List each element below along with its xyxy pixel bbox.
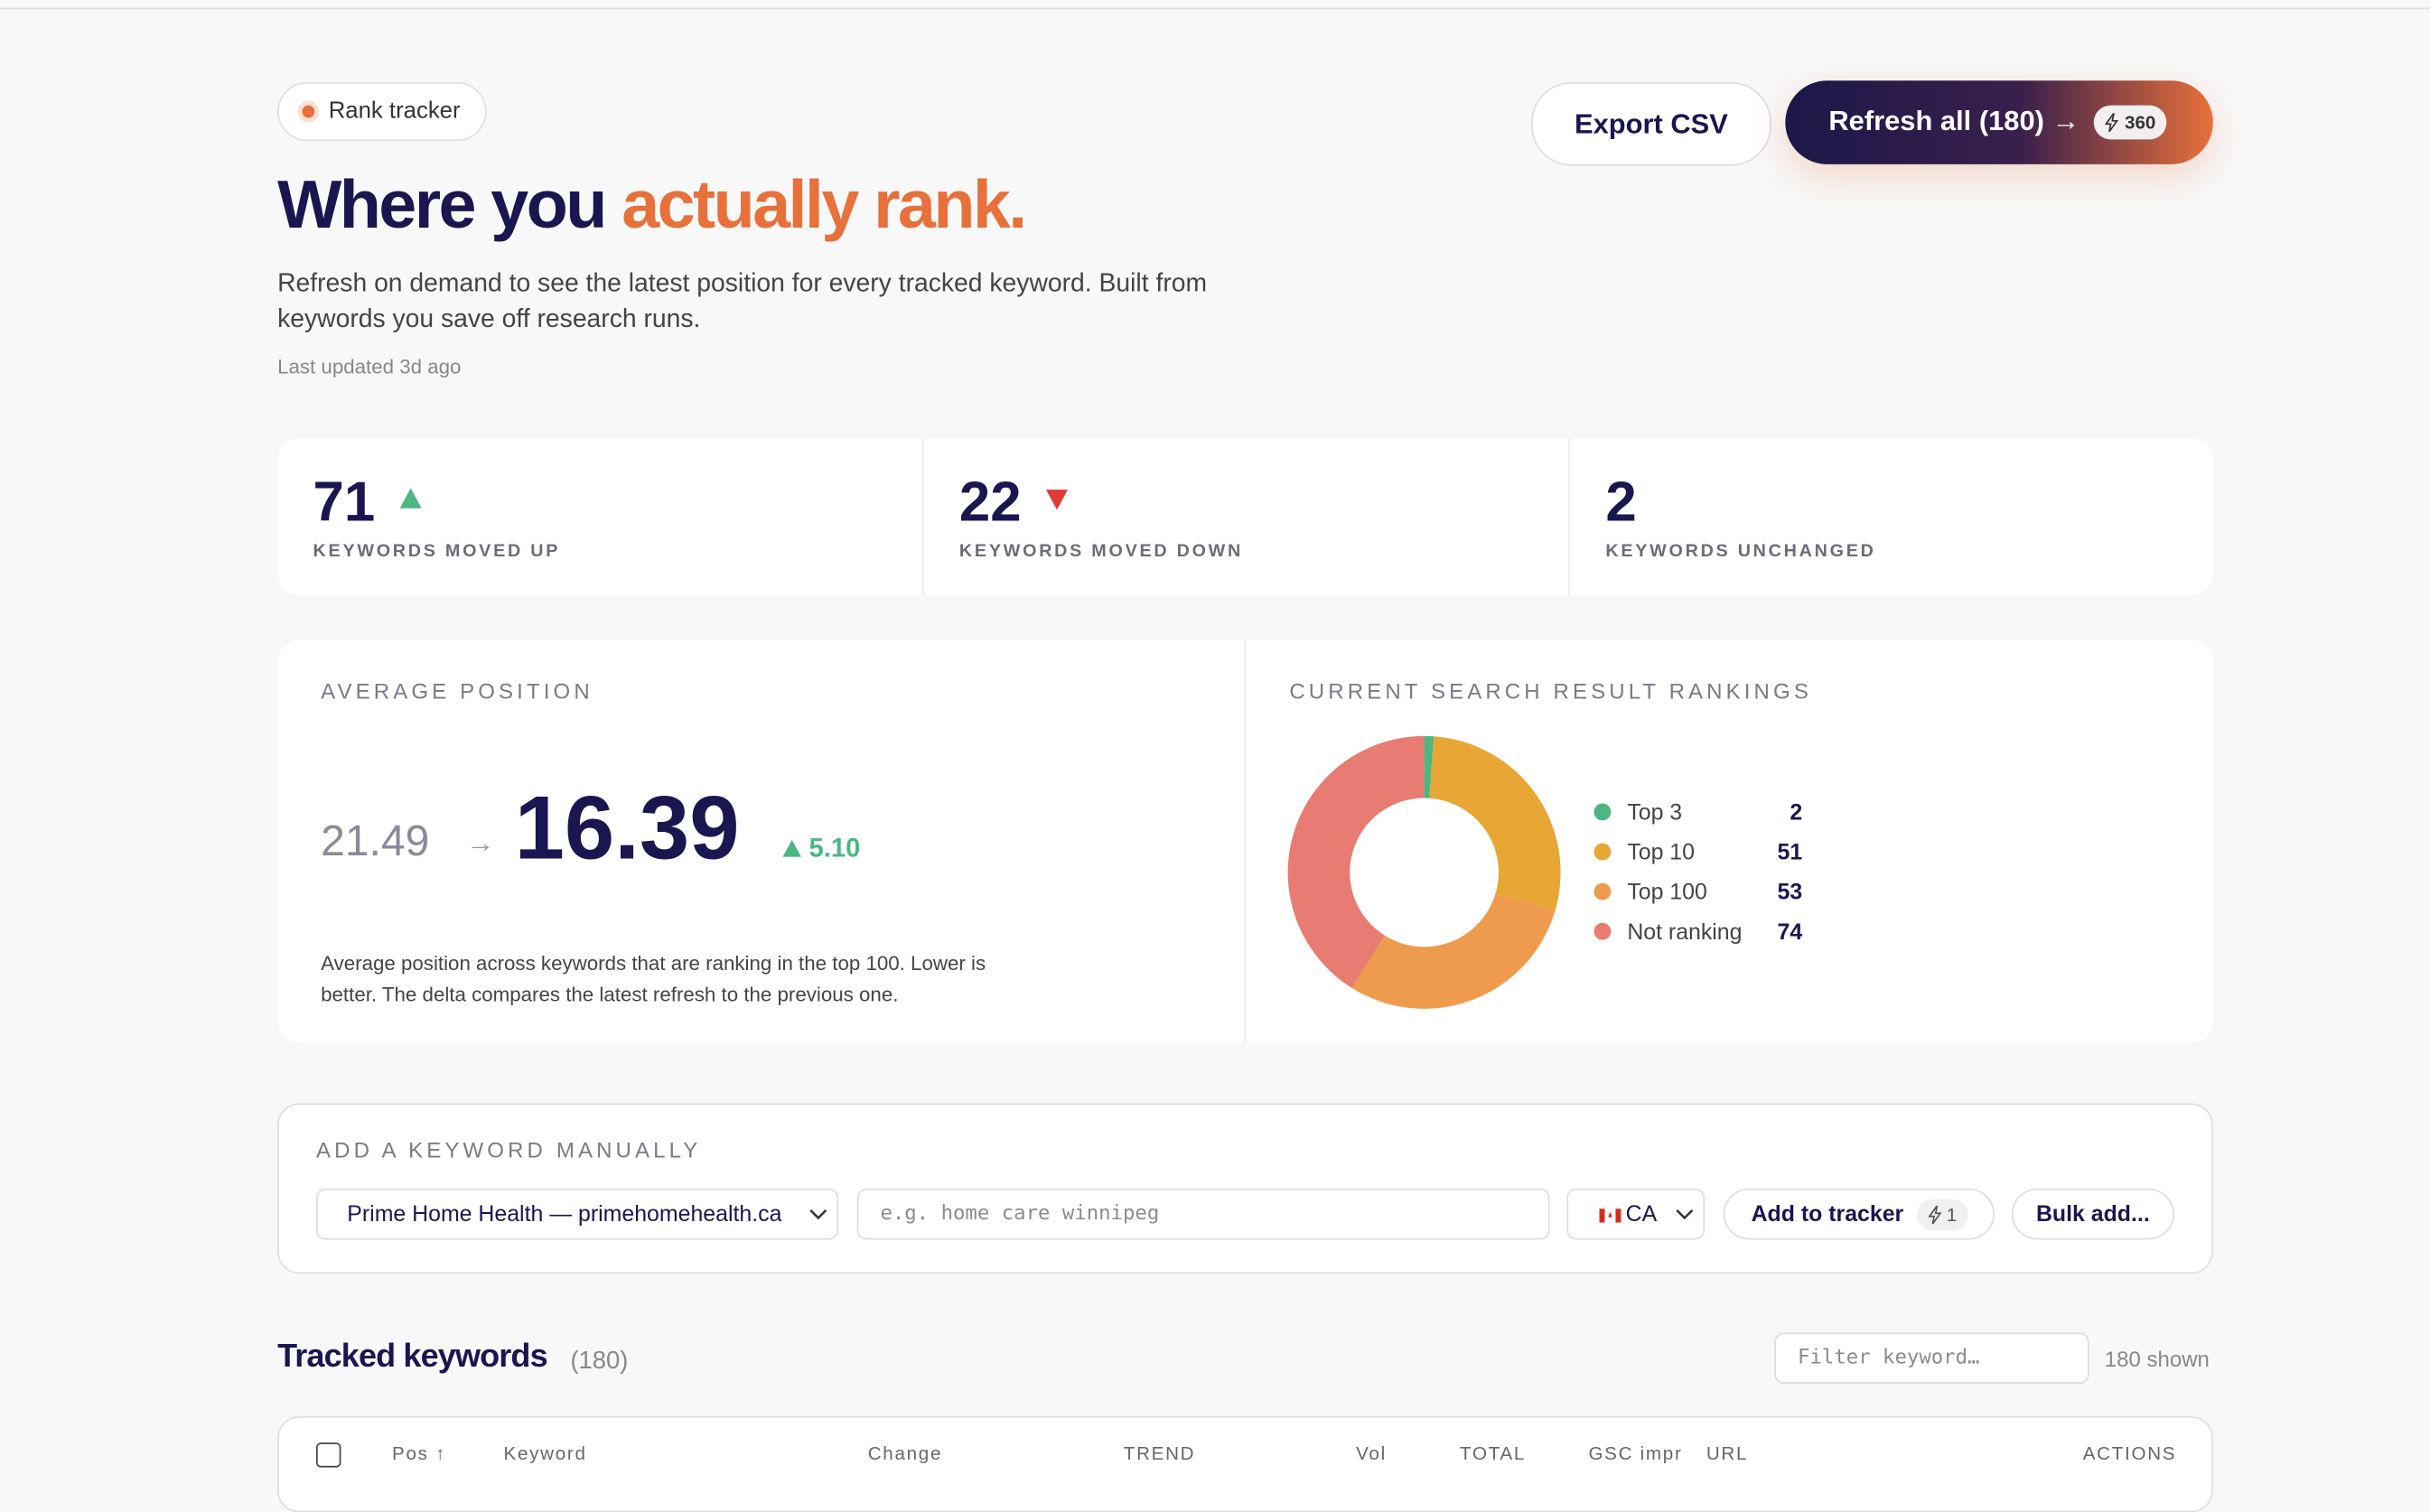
legend-value: 53 [1778,880,1803,905]
chart-title: CURRENT SEARCH RESULT RANKINGS [1289,678,1812,704]
column-header[interactable]: Keyword [503,1442,587,1465]
bulk-label: Bulk add... [2035,1201,2150,1227]
add-keyword-card: ADD A KEYWORD MANUALLY Prime Home Health… [277,1103,2213,1274]
badge-text: Rank tracker [328,98,461,125]
arrow: → [466,827,495,859]
column-header[interactable]: GSC impr [1588,1442,1683,1465]
delta-icon [782,839,801,857]
title: Where you [277,167,622,244]
stat-value: 2 [1605,469,1637,534]
page-title: Where you actually rank. [277,167,1027,245]
up-icon [399,488,422,509]
project-select[interactable]: Prime Home Health — primehomehealth.ca [315,1188,839,1240]
refresh-button[interactable]: Refresh all (180) → 360 [1785,80,2213,164]
filter-input[interactable]: Filter keyword… [1774,1332,2089,1384]
flag-icon [1599,1209,1622,1223]
column-header[interactable]: URL [1706,1442,1749,1465]
column-header[interactable]: Change [867,1442,943,1465]
shown-count: 180 shown [2104,1346,2210,1372]
bolt-icon [2104,113,2119,132]
stat-label: KEYWORDS UNCHANGED [1605,542,1876,562]
stat-label: KEYWORDS MOVED DOWN [958,542,1244,562]
legend-value: 2 [1790,800,1802,826]
stat-value: 71 [313,469,376,534]
title-accent: actually rank. [622,167,1027,244]
previous-position: 21.49 [321,817,430,865]
legend-label: Top 10 [1627,840,1695,865]
add-label: Add to tracker [1751,1201,1904,1227]
legend-swatch [1594,843,1612,861]
donut-segment [1287,735,1425,988]
chevron [1676,1209,1694,1220]
cost-badge: 1 [1917,1199,1968,1231]
description: Refresh on demand to see the latest posi… [277,269,1208,333]
legend-swatch [1594,882,1612,901]
credit-badge: 360 [2093,105,2167,140]
page-badge: Rank tracker [277,81,487,142]
stat-value: 22 [958,469,1022,534]
divider [1244,639,1247,1043]
overview-card: AVERAGE POSITION 21.49 → 16.39 5.10 Aver… [277,639,2213,1043]
donut-segment [1429,736,1561,910]
country-label: CA [1625,1201,1658,1227]
legend-swatch [1594,803,1612,821]
column-header[interactable]: TREND [1123,1442,1196,1465]
badge-dot [302,105,315,118]
filter-placeholder: Filter keyword… [1798,1346,1980,1370]
legend-value: 51 [1778,840,1803,865]
chevron [809,1209,827,1220]
column-header[interactable]: TOTAL [1460,1442,1527,1465]
section-title: ADD A KEYWORD MANUALLY [315,1137,702,1162]
last-updated: Last updated 3d ago [277,354,462,378]
table-card: Pos ↑ Keyword Change TREND Vol TOTAL GSC impr U… [277,1416,2213,1512]
donut-chart: Top 3 2 Top 10 51 Top 100 53 Not ranking 74 [1287,735,1803,1009]
column-header[interactable]: Vol [1356,1442,1387,1465]
export-button[interactable]: Export CSV [1530,81,1771,166]
donut-segment [1424,735,1435,798]
column-header[interactable]: ACTIONS [2082,1442,2177,1465]
current-position: 16.39 [514,778,740,879]
country-select[interactable]: CA [1566,1188,1706,1240]
add-button[interactable]: Add to tracker 1 [1723,1188,1995,1240]
app: Rank tracker Where you actually rank. Re… [0,7,2430,1512]
legend-label: Top 100 [1627,880,1706,905]
legend-value: 74 [1778,919,1803,945]
section-heading: Tracked keywords [277,1339,548,1375]
refresh-label: Refresh all (180) → [1828,105,2080,136]
cost: 1 [1946,1203,1958,1227]
divider [921,438,924,595]
input-placeholder: e.g. home care winnipeg [880,1202,1160,1227]
page: Rank tracker Where you actually rank. Re… [0,7,2430,1512]
position-delta: 5.10 [808,833,861,863]
column-header[interactable]: Pos ↑ [392,1442,447,1465]
keyword-input[interactable]: e.g. home care winnipeg [856,1188,1550,1240]
keyword-count: (180) [570,1348,629,1375]
legend-label: Top 3 [1627,800,1682,826]
donut-segment [1351,892,1556,1009]
legend-swatch [1594,922,1612,940]
stats-card: 71 KEYWORDS MOVED UP 22 KEYWORDS MOVED D… [277,438,2213,595]
section-title: AVERAGE POSITION [321,678,593,704]
note: Average position across keywords that ar… [321,951,986,1006]
top-border [0,7,2430,10]
divider [1568,438,1570,595]
select-all-checkbox[interactable] [315,1442,341,1468]
project-label: Prime Home Health — primehomehealth.ca [347,1201,782,1227]
stat-label: KEYWORDS MOVED UP [313,542,561,562]
legend-label: Not ranking [1627,919,1742,945]
down-icon [1046,490,1069,510]
bulk-button[interactable]: Bulk add... [2011,1188,2174,1240]
export-label: Export CSV [1574,107,1728,139]
credit-count: 360 [2125,111,2156,134]
bolt-icon [1928,1205,1942,1225]
